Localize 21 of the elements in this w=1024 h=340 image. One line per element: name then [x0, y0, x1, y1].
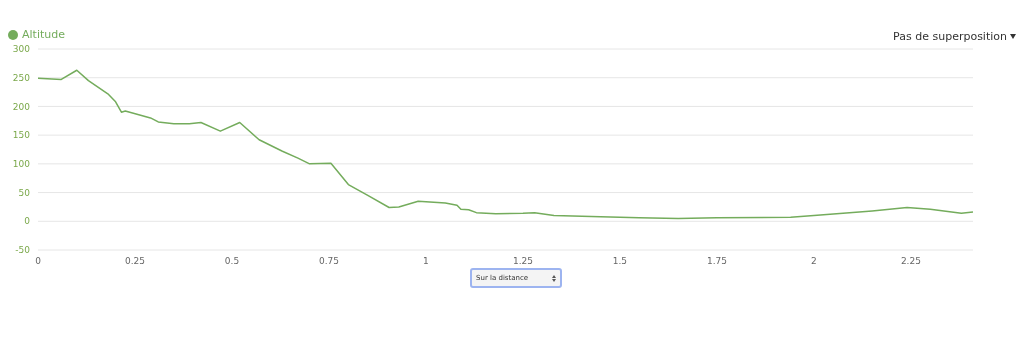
- x-tick-label: 1.25: [512, 256, 533, 267]
- y-tick-label: 150: [12, 130, 31, 141]
- legend-label: Altitude: [22, 28, 65, 41]
- y-tick-label: 0: [24, 216, 31, 227]
- x-tick-label: 1.75: [706, 256, 727, 267]
- y-tick-label: 50: [18, 187, 31, 198]
- y-tick-label: 200: [12, 101, 31, 112]
- x-tick-label: 1.5: [612, 256, 628, 267]
- x-tick-label: 0.5: [224, 256, 240, 267]
- y-tick-label: 250: [12, 72, 31, 83]
- line-series: [38, 69, 973, 220]
- x-tick-label: 2: [811, 256, 817, 267]
- x-tick-label: 2.25: [900, 256, 921, 267]
- y-tick-label: 300: [12, 44, 31, 55]
- x-tick-label: 1: [423, 256, 429, 267]
- x-tick-label: 0.25: [124, 256, 146, 267]
- y-tick-label: 100: [12, 159, 31, 170]
- text: Pas de superposition: [893, 30, 1007, 43]
- x-tick-label: 0: [35, 256, 42, 267]
- y-tick-label: -50: [15, 245, 31, 256]
- x-tick-label: 0.75: [318, 256, 339, 267]
